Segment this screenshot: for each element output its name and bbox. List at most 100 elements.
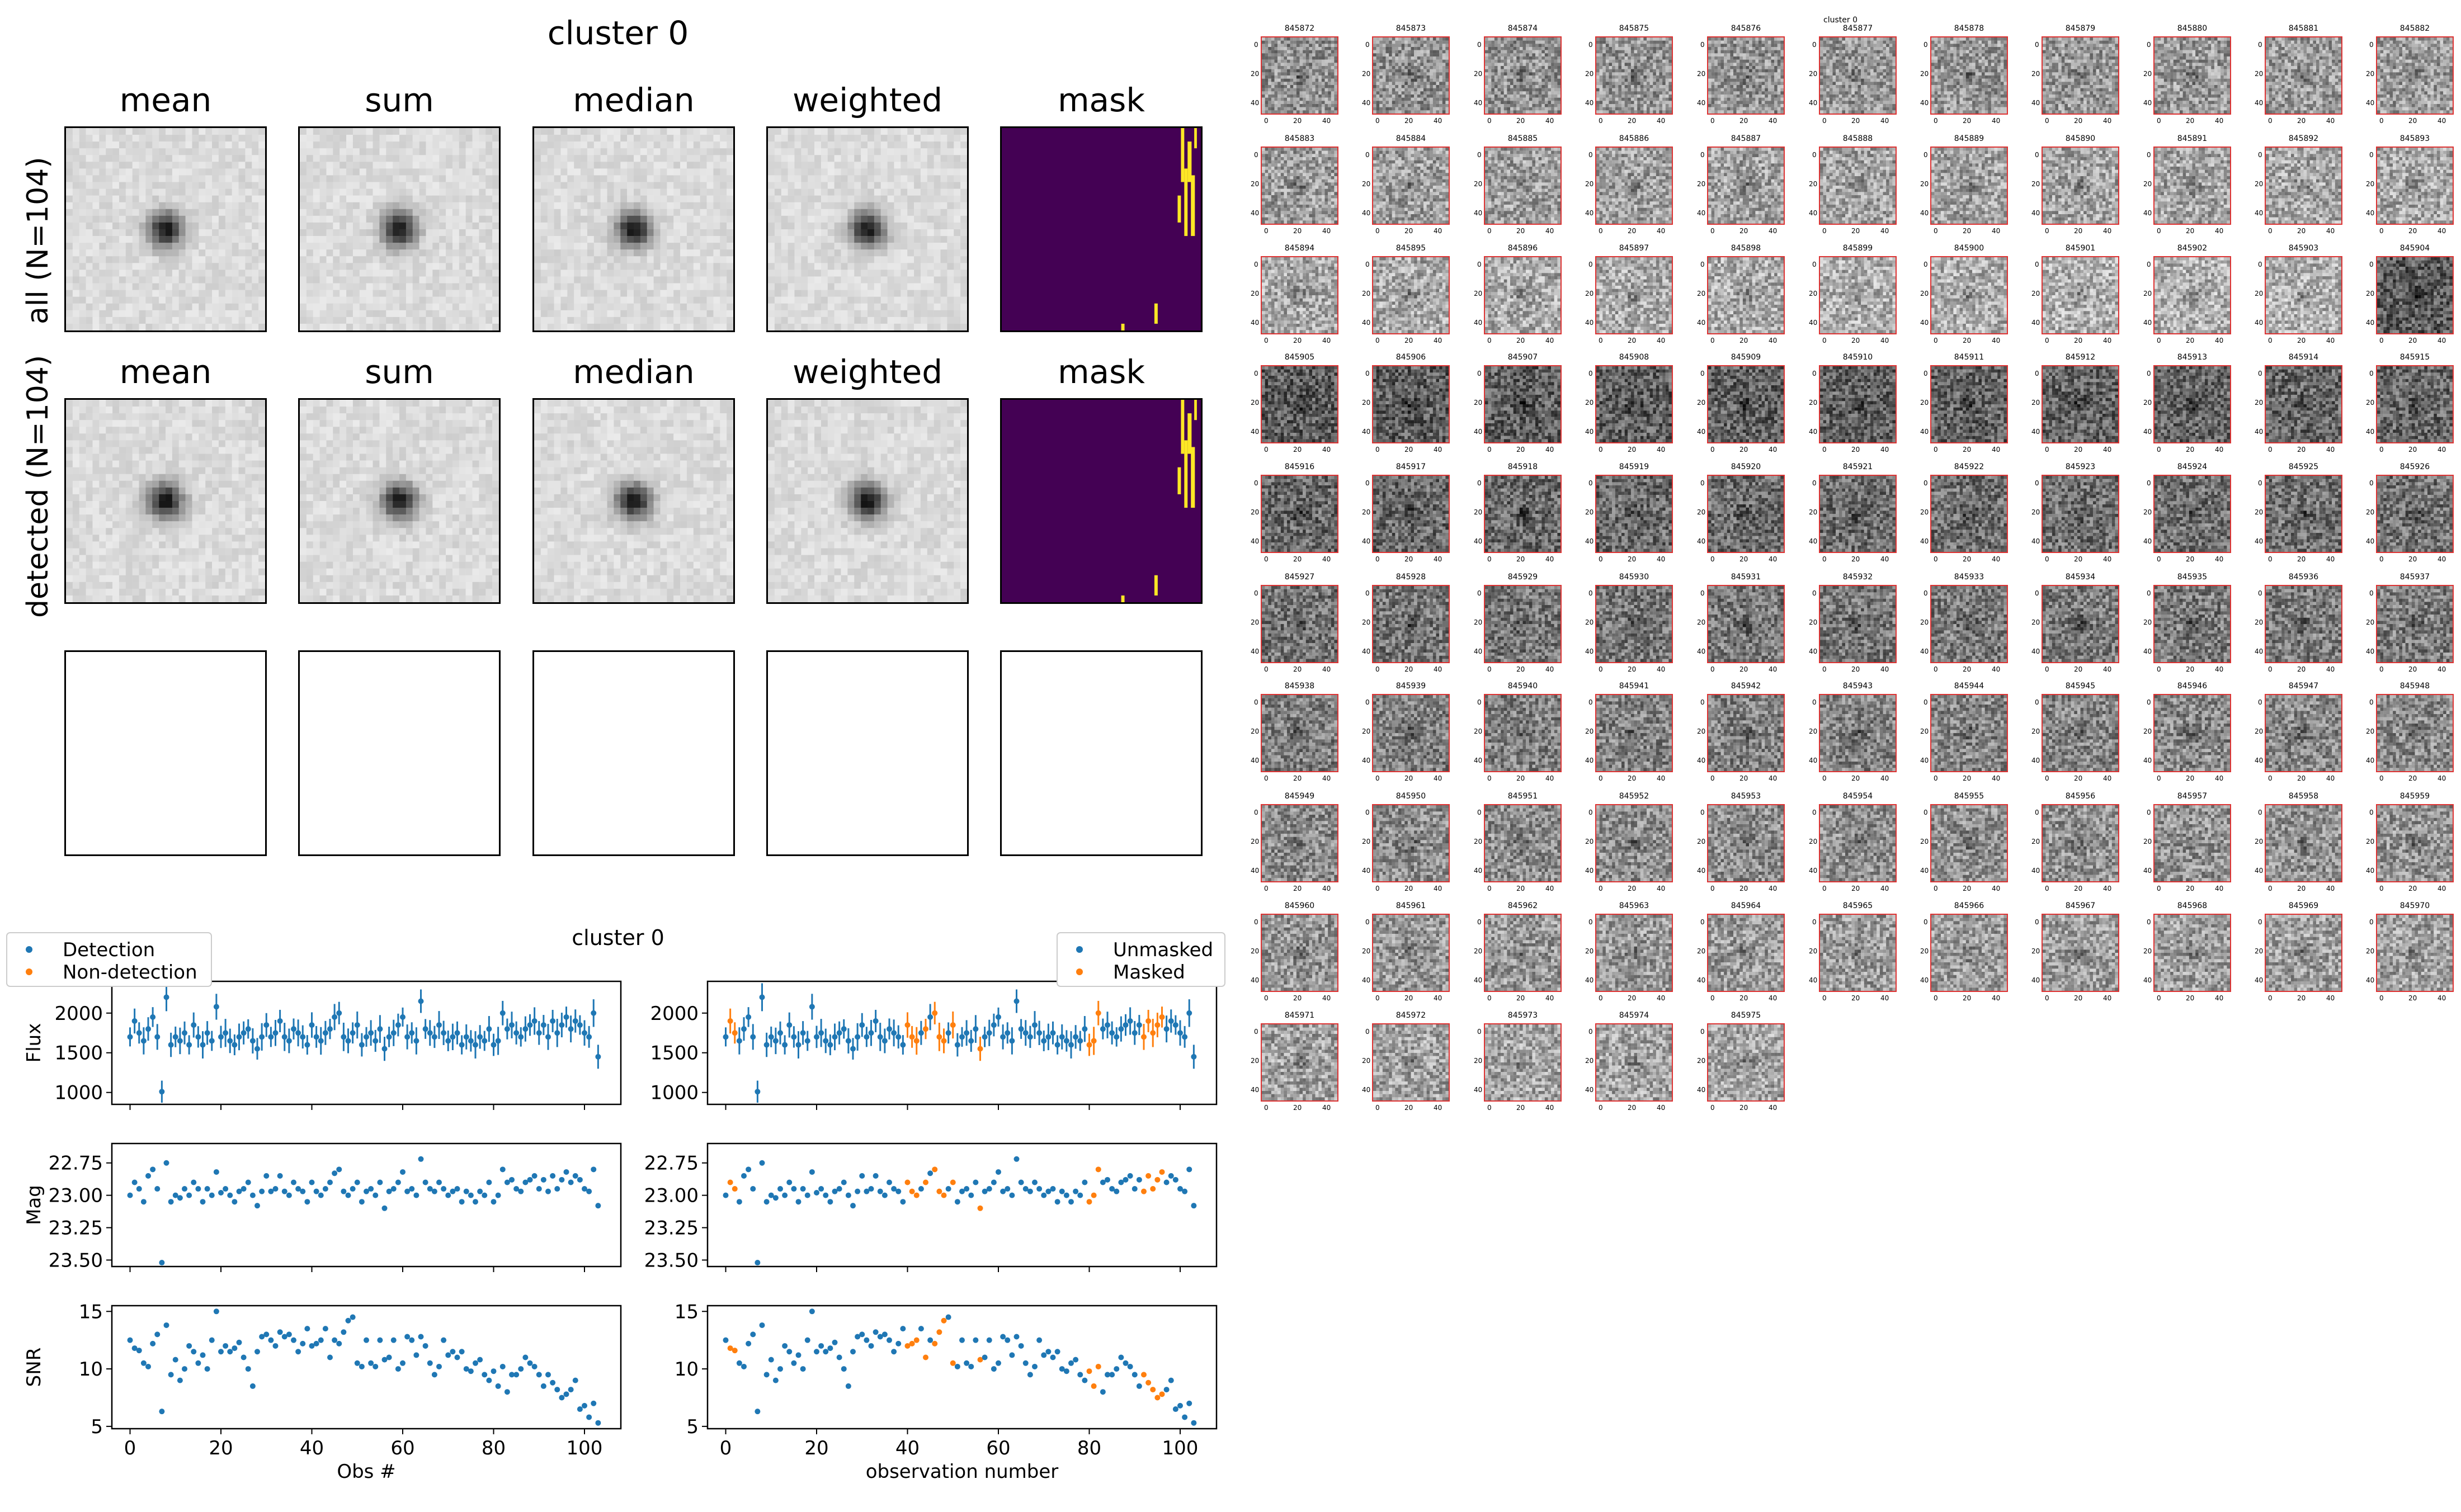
- thumbnail-y-tick: 20: [1251, 180, 1259, 188]
- thumbnail-y-tick: 40: [1362, 428, 1370, 436]
- thumbnail-y-tick: 20: [1697, 180, 1705, 188]
- data-point: [409, 1030, 414, 1036]
- thumbnail-image: [2265, 914, 2342, 992]
- thumbnail-y-tick: 20: [1474, 838, 1482, 845]
- data-point: [413, 1038, 419, 1043]
- data-point: [304, 1326, 310, 1331]
- data-point: [295, 1030, 301, 1036]
- data-point: [441, 1338, 446, 1343]
- data-point: [141, 1038, 147, 1043]
- data-point: [218, 1190, 224, 1196]
- thumbnail-x-tick: 20: [2408, 227, 2417, 235]
- masked-point: [1141, 1372, 1147, 1377]
- thumbnail-image: [1595, 475, 1673, 553]
- data-point: [918, 1326, 924, 1331]
- data-point: [214, 1308, 219, 1314]
- data-point: [1173, 1022, 1178, 1028]
- thumbnail-y-tick: 40: [1474, 428, 1482, 436]
- thumbnail-y-tick: 20: [1362, 727, 1370, 735]
- thumbnail-x-tick: 0: [2268, 446, 2273, 453]
- data-point: [509, 1022, 515, 1028]
- thumbnail-y-tick: 40: [1920, 867, 1929, 875]
- data-point: [554, 1030, 560, 1036]
- data-point: [128, 1193, 133, 1198]
- thumbnail-y-tick: 0: [2258, 370, 2262, 377]
- thumbnail-x-tick: 40: [1769, 1104, 1777, 1112]
- data-point: [404, 1034, 410, 1040]
- data-point: [246, 1026, 251, 1032]
- thumbnail-y-tick: 0: [1477, 261, 1482, 268]
- masked-point: [932, 1341, 937, 1346]
- data-point: [805, 1338, 810, 1343]
- data-point: [987, 1186, 992, 1192]
- data-point: [400, 1169, 406, 1175]
- thumbnail-y-tick: 20: [1697, 618, 1705, 626]
- data-point: [769, 1357, 774, 1363]
- empty-stamp-panel: [1000, 650, 1203, 856]
- masked-point: [1159, 1169, 1165, 1175]
- data-point: [1137, 1177, 1142, 1183]
- data-point: [395, 1179, 401, 1185]
- data-point: [273, 1343, 279, 1349]
- data-point: [491, 1368, 497, 1374]
- thumbnail-x-tick: 40: [1657, 665, 1665, 673]
- thumbnail-x-tick: 40: [1434, 555, 1442, 563]
- thumbnail-x-tick: 0: [1934, 555, 1938, 563]
- thumbnail-image: [2265, 585, 2342, 663]
- data-point: [800, 1030, 806, 1036]
- thumbnail-y-tick: 20: [2031, 70, 2040, 78]
- thumbnail-x-tick: 20: [2297, 337, 2306, 344]
- thumbnail-y-tick: 20: [1697, 838, 1705, 845]
- data-point: [1132, 1186, 1138, 1192]
- thumbnail-y-tick: 20: [2255, 508, 2263, 516]
- thumbnail-image: [2153, 914, 2231, 992]
- thumbnail-x-tick: 0: [2045, 117, 2049, 125]
- data-point: [145, 1026, 151, 1032]
- data-point: [177, 1195, 183, 1201]
- thumbnail-id: 845936: [2265, 573, 2342, 582]
- thumbnail-x-tick: 20: [2297, 117, 2306, 125]
- thumbnail-image: [1595, 694, 1673, 772]
- thumbnail-image: [1261, 694, 1338, 772]
- masked-point: [1096, 1364, 1101, 1369]
- data-point: [386, 1355, 392, 1360]
- data-point: [404, 1334, 410, 1340]
- thumbnail-y-tick: 20: [1251, 508, 1259, 516]
- data-point: [723, 1193, 729, 1198]
- thumbnail-image: [1484, 914, 1562, 992]
- data-point: [809, 1004, 815, 1009]
- data-point: [737, 1199, 742, 1204]
- thumbnail-x-tick: 0: [2045, 994, 2049, 1002]
- thumbnail-y-tick: 0: [1477, 1028, 1482, 1036]
- thumbnail-x-tick: 20: [1628, 446, 1636, 453]
- thumbnail-y-tick: 0: [2369, 698, 2374, 706]
- thumbnail-x-tick: 40: [2438, 227, 2446, 235]
- thumbnail-x-tick: 20: [1963, 337, 1971, 344]
- data-point: [559, 1177, 564, 1183]
- thumbnail-y-tick: 0: [1365, 151, 1370, 159]
- thumbnail-x-tick: 20: [1739, 1104, 1748, 1112]
- data-point: [882, 1193, 888, 1198]
- thumbnail-x-tick: 20: [2186, 555, 2194, 563]
- thumbnail-x-tick: 20: [1404, 117, 1413, 125]
- thumbnail-image: [2153, 694, 2231, 772]
- thumbnail-y-tick: 0: [2369, 261, 2374, 268]
- thumbnail-y-tick: 40: [1809, 976, 1817, 984]
- data-point: [1014, 1156, 1020, 1162]
- thumbnail-y-tick: 40: [1474, 537, 1482, 545]
- thumbnail-image: [1595, 914, 1673, 992]
- thumbnail-y-tick: 20: [2143, 508, 2152, 516]
- data-point: [205, 1030, 210, 1036]
- data-point: [1005, 1186, 1010, 1192]
- thumbnail-y-tick: 40: [1474, 1086, 1482, 1094]
- thumbnail-x-tick: 20: [1293, 446, 1302, 453]
- masked-point: [936, 1329, 942, 1335]
- thumbnail-x-tick: 40: [1992, 117, 2000, 125]
- data-point: [764, 1199, 770, 1204]
- thumbnail-x-tick: 0: [2379, 555, 2384, 563]
- data-point: [959, 1034, 965, 1040]
- thumbnail-x-tick: 0: [1710, 446, 1715, 453]
- thumbnail-y-tick: 0: [2258, 479, 2262, 487]
- thumbnail-y-tick: 0: [1700, 41, 1705, 49]
- thumbnail-y-tick: 0: [1588, 261, 1593, 268]
